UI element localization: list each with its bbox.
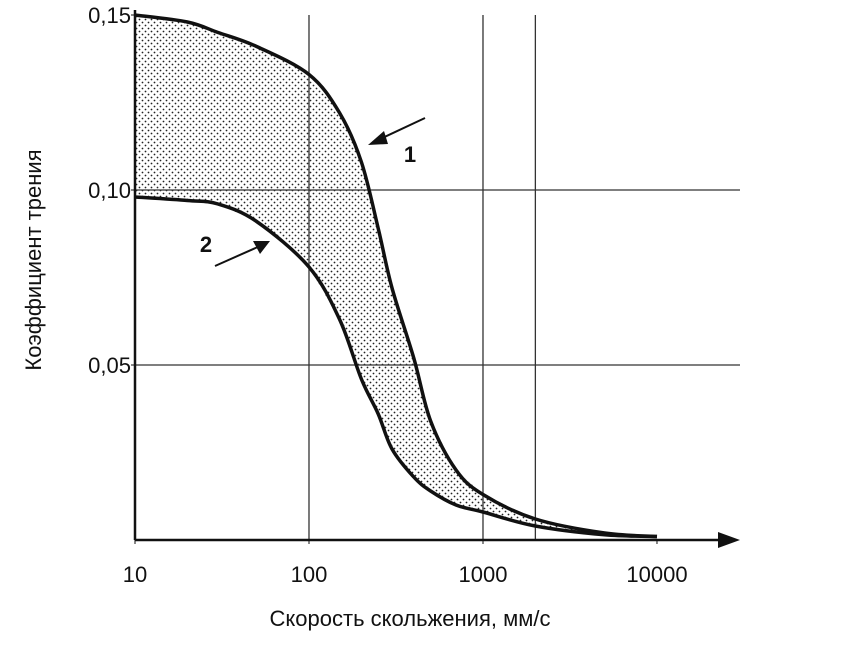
x-axis-label: Скорость скольжения, мм/с — [270, 606, 551, 631]
annotation-arrowhead — [368, 131, 388, 145]
data-line — [134, 13, 658, 539]
data-line — [134, 195, 658, 539]
annotation-arrowhead — [253, 241, 270, 254]
x-tick-label: 1000 — [459, 562, 508, 587]
y-tick-label: 0,15 — [88, 3, 131, 28]
annotation-arrow — [377, 117, 426, 141]
x-axis-arrow — [718, 532, 740, 548]
y-axis-label: Коэффициент трения — [21, 149, 46, 370]
y-tick-label: 0,10 — [88, 178, 131, 203]
annotation-arrow — [214, 245, 261, 267]
annotation: 2 — [200, 232, 212, 257]
band-fill — [135, 15, 657, 537]
y-tick-label: 0,05 — [88, 353, 131, 378]
x-tick-label: 100 — [291, 562, 328, 587]
x-tick-label: 10 — [123, 562, 147, 587]
annotation: 1 — [404, 142, 416, 167]
x-tick-label: 10000 — [626, 562, 687, 587]
